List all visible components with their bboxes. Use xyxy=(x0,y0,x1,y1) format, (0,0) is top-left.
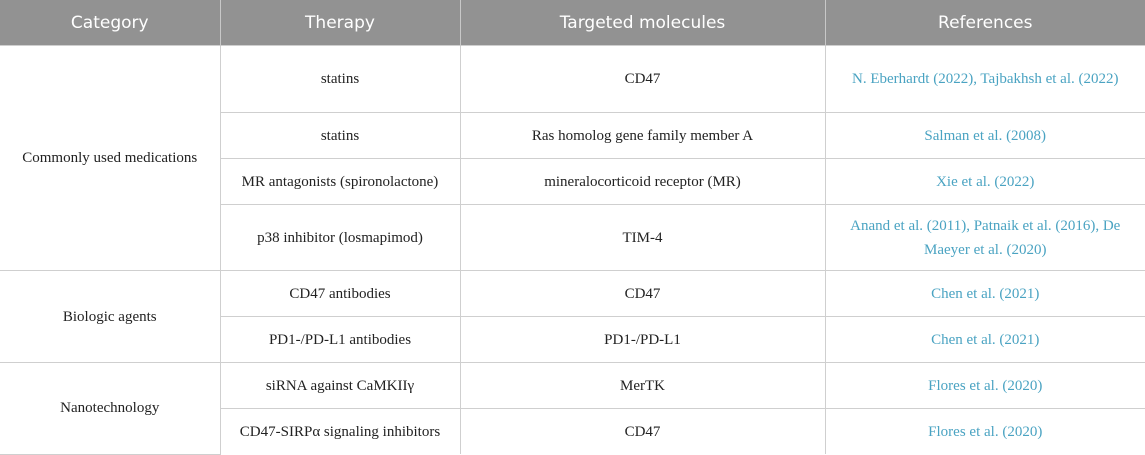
target-cell: PD1-/PD-L1 xyxy=(459,316,826,363)
therapy-cell: statins xyxy=(219,45,461,113)
table-row: Biologic agents CD47 antibodies CD47 Chen e… xyxy=(0,270,1145,363)
reference-link[interactable]: Flores et al. (2020) xyxy=(824,408,1145,454)
target-cell: MerTK xyxy=(459,362,826,409)
reference-link[interactable]: Anand et al. (2011), Patnaik et al. (201… xyxy=(824,204,1145,271)
header-therapy: Therapy xyxy=(219,0,460,46)
therapy-cell: CD47-SIRPα signaling inhibitors xyxy=(220,408,461,454)
reference-link[interactable]: Chen et al. (2021) xyxy=(824,316,1145,363)
reference-link[interactable]: Salman et al. (2008) xyxy=(824,112,1145,159)
category-cell: Biologic agents xyxy=(0,270,221,363)
reference-link[interactable]: Xie et al. (2022) xyxy=(824,158,1145,205)
reference-link[interactable]: N. Eberhardt (2022), Tajbakhsh et al. (2… xyxy=(824,45,1145,113)
table-row: Nanotechnology siRNA against CaMKIIγ MerTK… xyxy=(0,362,1145,455)
target-cell: CD47 xyxy=(459,45,826,113)
category-cell: Nanotechnology xyxy=(0,362,221,455)
target-cell: TIM-4 xyxy=(459,204,826,271)
target-cell: CD47 xyxy=(459,270,826,317)
therapy-cell: p38 inhibitor (losmapimod) xyxy=(220,204,461,271)
therapy-cell: CD47 antibodies xyxy=(219,270,461,317)
target-cell: Ras homolog gene family member A xyxy=(459,112,826,159)
reference-link[interactable]: Flores et al. (2020) xyxy=(824,362,1145,409)
table-row: MR antagonists (spironolactone) mineraloc… xyxy=(0,158,1145,205)
header-targeted-molecules: Targeted molecules xyxy=(459,0,825,46)
table-row: Commonly used medications statins CD47 N. E… xyxy=(0,45,1145,271)
header-row: Category Therapy Targeted molecules Refe… xyxy=(0,0,1145,46)
therapy-cell: PD1-/PD-L1 antibodies xyxy=(220,316,461,363)
therapy-cell: statins xyxy=(220,112,461,159)
table-row: CD47-SIRPα signaling inhibitors CD47 Flore… xyxy=(0,408,1145,454)
target-cell: mineralocorticoid receptor (MR) xyxy=(459,158,826,205)
target-cell: CD47 xyxy=(459,408,826,454)
reference-link[interactable]: Chen et al. (2021) xyxy=(824,270,1145,317)
header-references: References xyxy=(824,0,1145,46)
therapy-cell: siRNA against CaMKIIγ xyxy=(219,362,461,409)
therapy-cell: MR antagonists (spironolactone) xyxy=(220,158,461,205)
header-category: Category xyxy=(0,0,220,46)
category-cell: Commonly used medications xyxy=(0,45,221,271)
